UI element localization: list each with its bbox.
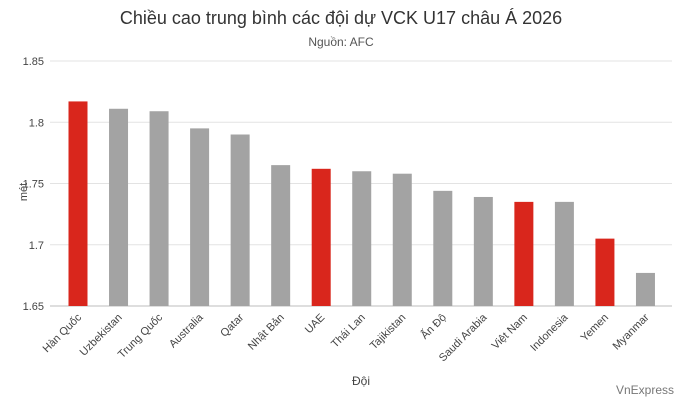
bar xyxy=(271,165,291,306)
x-tick-label: Yemen xyxy=(579,312,611,344)
bar xyxy=(473,196,493,306)
bar xyxy=(68,101,88,306)
bar xyxy=(352,171,372,306)
bar xyxy=(554,201,574,306)
x-tick-label: Australia xyxy=(167,311,206,350)
x-tick-label: Tajikistan xyxy=(368,312,408,352)
chart-subtitle: Nguồn: AFC xyxy=(308,35,374,49)
x-axis-label: Đội xyxy=(351,374,370,388)
x-tick-label: Trung Quốc xyxy=(116,311,166,361)
bar xyxy=(392,173,412,306)
y-tick-label: 1.85 xyxy=(23,56,44,68)
y-tick-label: 1.75 xyxy=(23,179,44,191)
x-tick-label: Qatar xyxy=(218,311,246,339)
x-tick-label: UAE xyxy=(303,312,327,336)
bar xyxy=(311,168,331,306)
y-tick-label: 1.65 xyxy=(23,301,44,313)
bar xyxy=(635,272,655,306)
x-tick-label: Indonesia xyxy=(528,311,571,354)
chart-title: Chiều cao trung bình các đội dự VCK U17 … xyxy=(119,8,563,28)
bar xyxy=(433,190,453,306)
y-tick-label: 1.8 xyxy=(29,117,44,129)
x-tick-label: Myanmar xyxy=(611,311,652,352)
bar xyxy=(109,108,129,307)
x-tick-label: Nhật Bản xyxy=(246,312,287,353)
x-tick-label: Việt Nam xyxy=(490,312,530,352)
bar xyxy=(595,238,615,306)
x-tick-label: Ấn Độ xyxy=(418,311,449,342)
bar xyxy=(149,111,169,306)
y-tick-label: 1.7 xyxy=(29,240,44,252)
bar xyxy=(514,201,534,306)
x-tick-label: Thái Lan xyxy=(329,312,368,351)
brand-watermark: VnExpress xyxy=(615,383,674,397)
bar xyxy=(230,134,250,306)
bar xyxy=(190,128,210,306)
